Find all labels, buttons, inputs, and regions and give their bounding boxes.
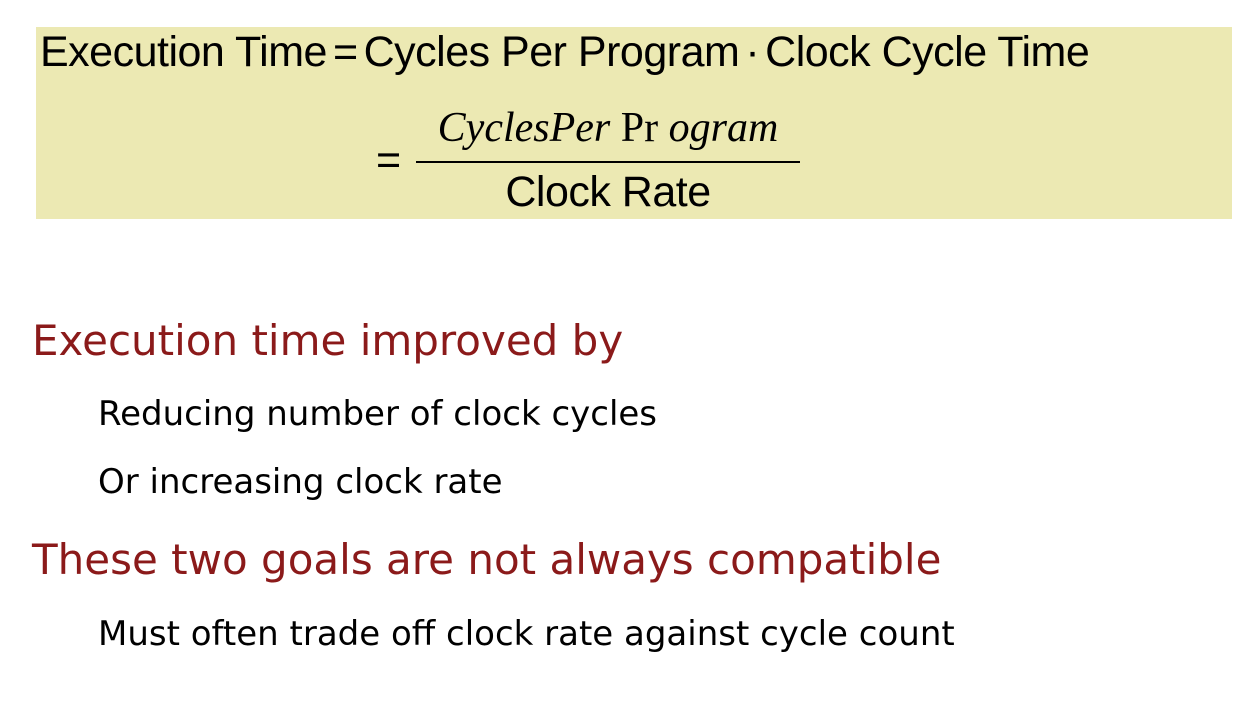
fraction-numerator: CyclesPer Pr ogram xyxy=(416,104,800,152)
numerator-part-2: Pr xyxy=(620,105,659,151)
formula-equals: = xyxy=(332,28,358,76)
formula-lhs: Execution Time xyxy=(40,28,327,76)
formula-term-clock-cycle-time: Clock Cycle Time xyxy=(765,28,1090,76)
bullet-item-2-1: Must often trade off clock rate against … xyxy=(98,614,955,654)
numerator-part-1: CyclesPer xyxy=(437,105,611,151)
bullet-heading-2: These two goals are not always compatibl… xyxy=(32,535,942,584)
bullet-item-1-2: Or increasing clock rate xyxy=(98,462,503,502)
formula-multiply-dot: · xyxy=(745,28,760,76)
fraction-bar xyxy=(416,161,800,163)
formula-term-cycles-per-program: Cycles Per Program xyxy=(363,28,740,76)
formula-box xyxy=(36,27,1232,219)
formula-line-1: Execution Time = Cycles Per Program · Clock … xyxy=(40,28,1090,77)
formula-equals-2: = xyxy=(376,136,402,184)
numerator-part-3: ogram xyxy=(668,105,779,151)
bullet-heading-1: Execution time improved by xyxy=(32,316,624,365)
fraction-denominator: Clock Rate xyxy=(505,168,711,216)
bullet-item-1-1: Reducing number of clock cycles xyxy=(98,394,658,434)
